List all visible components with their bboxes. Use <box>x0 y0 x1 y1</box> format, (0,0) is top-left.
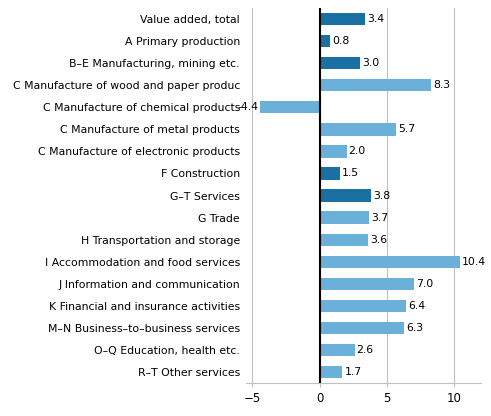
Bar <box>320 189 371 202</box>
Bar <box>320 79 432 92</box>
Text: 3.7: 3.7 <box>371 213 388 223</box>
Text: -4.4: -4.4 <box>237 102 258 112</box>
Bar <box>320 57 360 69</box>
Text: 3.6: 3.6 <box>370 235 387 245</box>
Text: 10.4: 10.4 <box>462 257 486 267</box>
Bar <box>320 124 396 136</box>
Bar <box>320 322 405 334</box>
Text: 1.5: 1.5 <box>342 168 359 178</box>
Bar <box>320 300 406 312</box>
Text: 3.0: 3.0 <box>362 58 379 68</box>
Bar <box>260 102 320 114</box>
Text: 6.3: 6.3 <box>407 323 424 333</box>
Text: 3.4: 3.4 <box>367 14 384 24</box>
Bar <box>320 167 340 180</box>
Text: 3.8: 3.8 <box>373 191 390 201</box>
Bar <box>320 366 342 378</box>
Text: 6.4: 6.4 <box>408 301 425 311</box>
Text: 1.7: 1.7 <box>345 367 361 377</box>
Bar <box>320 13 365 25</box>
Text: 2.0: 2.0 <box>349 146 366 156</box>
Text: 8.3: 8.3 <box>434 80 451 90</box>
Bar <box>320 277 414 290</box>
Text: 0.8: 0.8 <box>332 36 350 46</box>
Bar <box>320 255 460 267</box>
Bar <box>320 233 368 245</box>
Text: 2.6: 2.6 <box>356 345 374 355</box>
Bar <box>320 146 347 158</box>
Bar <box>320 344 355 356</box>
Bar <box>320 211 369 224</box>
Bar <box>320 35 330 47</box>
Text: 7.0: 7.0 <box>416 279 433 289</box>
Text: 5.7: 5.7 <box>398 124 415 134</box>
